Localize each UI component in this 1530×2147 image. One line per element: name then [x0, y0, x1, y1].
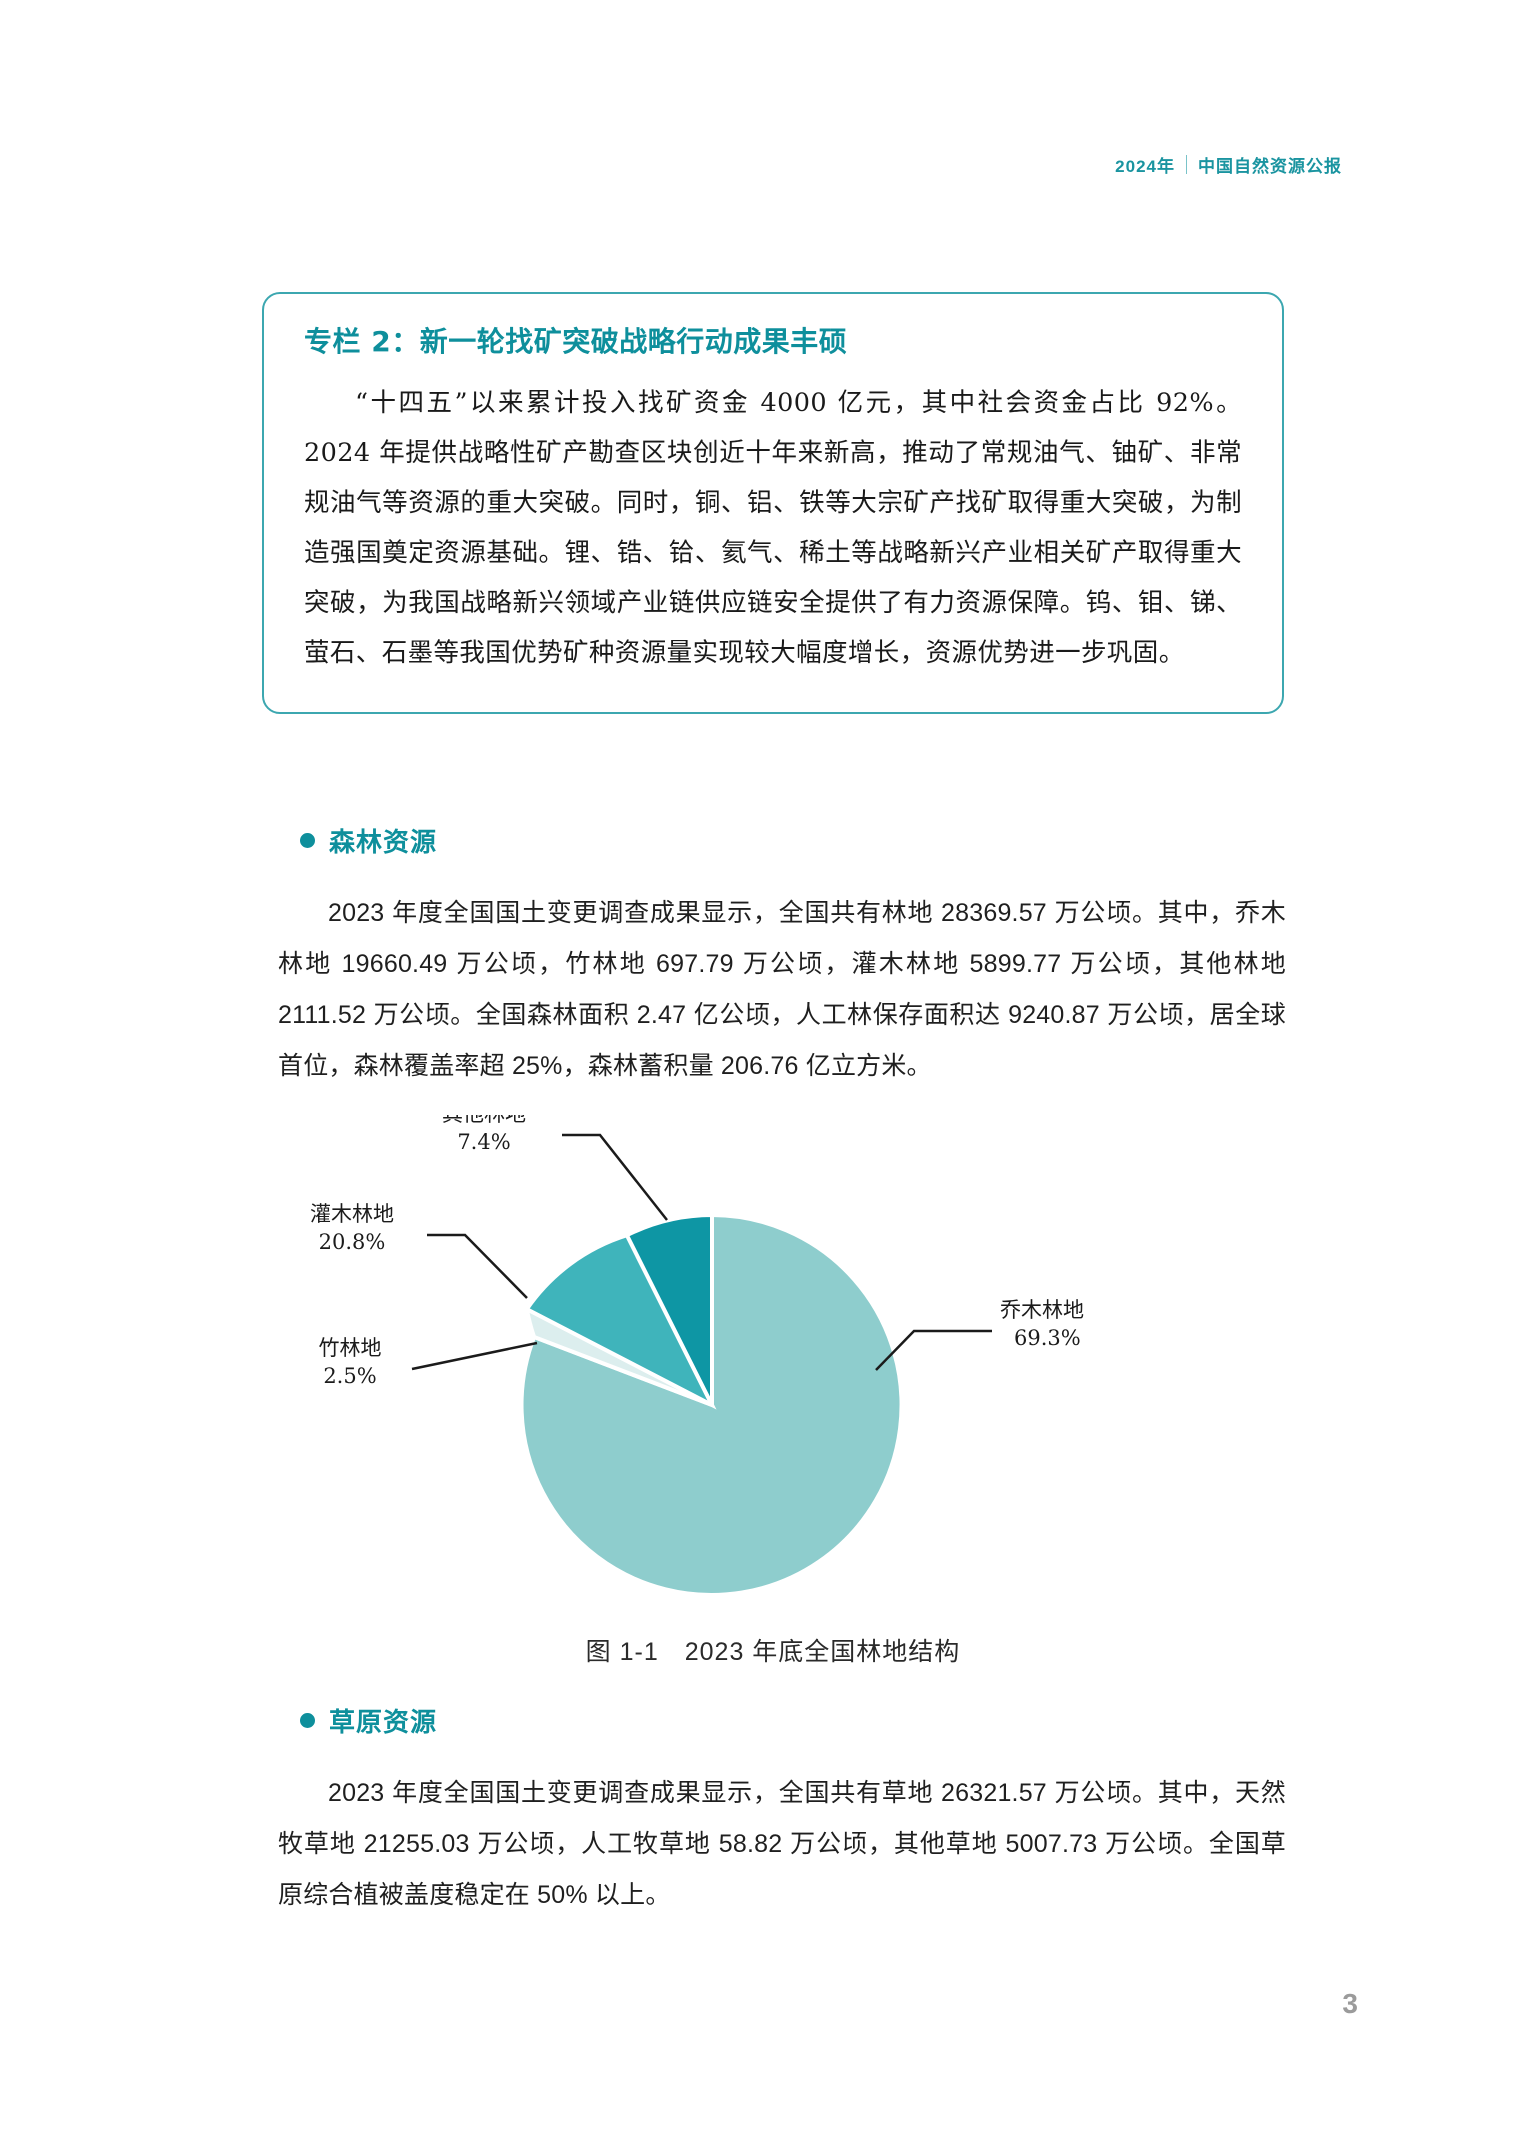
header-title: 中国自然资源公报 [1198, 157, 1342, 176]
leader-line-guanmulindi [427, 1233, 528, 1299]
running-header: 2024年 中国自然资源公报 [1115, 152, 1342, 177]
bullet-icon [300, 1713, 315, 1728]
pie-label-guanmulindi-value: 20.8% [319, 1230, 386, 1254]
section-heading-forest-label: 森林资源 [329, 828, 438, 858]
bullet-icon [300, 833, 315, 848]
leader-line-zhulindi [411, 1341, 538, 1371]
header-year: 2024年 [1115, 157, 1175, 176]
section-heading-forest: 森林资源 [300, 822, 437, 859]
paragraph-forest: 2023 年度全国国土变更调查成果显示，全国共有林地 28369.57 万公顷。… [278, 899, 1286, 1080]
leader-line-qitalindi [562, 1133, 668, 1221]
callout-title: 专栏 2：新一轮找矿突破战略行动成果丰硕 [304, 325, 848, 358]
section-heading-grassland-label: 草原资源 [329, 1708, 438, 1738]
pie-label-qitalindi-value: 7.4% [457, 1130, 510, 1154]
paragraph-grassland: 2023 年度全国国土变更调查成果显示，全国共有草地 26321.57 万公顷。… [278, 1779, 1286, 1909]
pie-label-zhulindi-value: 2.5% [323, 1364, 376, 1388]
forest-structure-pie-chart: 其他林地 7.4% 灌木林地 20.8% 竹林地 2.5% 乔木林地 69.3% [262, 1115, 1284, 1675]
pie-label-qiaomulindi-value: 69.3% [1014, 1326, 1081, 1350]
callout-box: 专栏 2：新一轮找矿突破战略行动成果丰硕 “十四五”以来累计投入找矿资金 400… [262, 292, 1284, 714]
pie-label-qiaomulindi-name: 乔木林地 [1000, 1298, 1084, 1322]
page-number: 3 [1342, 1988, 1358, 2019]
pie-slice-qitalindi [624, 1212, 714, 1406]
pie-label-guanmulindi-name: 灌木林地 [310, 1202, 394, 1226]
pie-slice-guanmulindi [523, 1232, 717, 1410]
leader-line-qiaomulindi [875, 1329, 992, 1371]
pie-label-qitalindi-name: 其他林地 [442, 1115, 526, 1126]
figure-caption: 图 1-1 2023 年底全国林地结构 [585, 1638, 961, 1666]
section-heading-grassland: 草原资源 [300, 1702, 437, 1739]
pie-label-zhulindi-name: 竹林地 [319, 1336, 382, 1360]
header-divider [1186, 155, 1187, 174]
callout-body: “十四五”以来累计投入找矿资金 4000 亿元，其中社会资金占比 92%。202… [304, 388, 1242, 668]
pie-chart-svg: 其他林地 7.4% 灌木林地 20.8% 竹林地 2.5% 乔木林地 69.3% [310, 1115, 1084, 1597]
